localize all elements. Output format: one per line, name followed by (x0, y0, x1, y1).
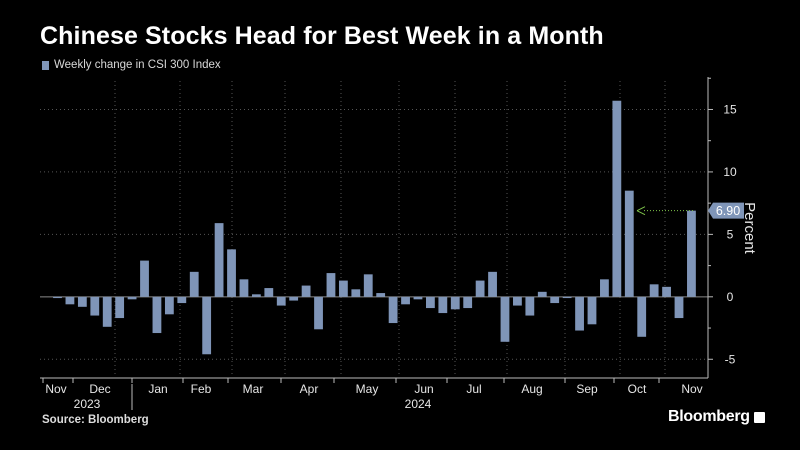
x-month-label: Jul (466, 382, 481, 396)
x-month-label: Sep (576, 382, 598, 396)
x-year-label: 2024 (405, 397, 432, 411)
bar (488, 271, 497, 297)
x-month-label: May (356, 382, 379, 396)
y-tick-label: 5 (727, 227, 734, 241)
bar (214, 223, 224, 297)
legend-label: Weekly change in CSI 300 Index (54, 59, 221, 71)
x-month-label: Nov (681, 382, 702, 396)
bar (587, 296, 597, 325)
bar (500, 296, 510, 342)
bar (513, 296, 522, 306)
y-tick-label: -5 (725, 352, 736, 366)
x-month-label: Apr (300, 382, 319, 396)
bar (289, 296, 299, 301)
bar (413, 296, 423, 300)
chart-title: Chinese Stocks Head for Best Week in a M… (40, 22, 604, 50)
bar (450, 296, 460, 310)
bar (351, 289, 361, 297)
bar (537, 291, 547, 297)
bar (276, 296, 286, 306)
bar (575, 296, 584, 331)
bar (600, 279, 609, 297)
bar (624, 190, 634, 297)
bar (102, 296, 112, 327)
x-year-label: 2023 (74, 397, 101, 411)
x-month-label: Aug (521, 382, 542, 396)
bar (189, 271, 199, 297)
bloomberg-mark-icon (753, 411, 765, 423)
bar (637, 296, 647, 337)
bar (525, 296, 535, 316)
bar (649, 284, 659, 297)
bar (301, 285, 311, 297)
bar (77, 296, 87, 307)
bar (562, 296, 572, 299)
bloomberg-logo: Bloomberg (668, 408, 765, 426)
bar (438, 296, 448, 314)
bar (127, 296, 137, 300)
bar (463, 296, 473, 309)
x-month-label: Mar (243, 382, 264, 396)
x-month-label: Dec (89, 382, 110, 396)
y-tick-label: 15 (723, 102, 737, 116)
bloomberg-wordmark: Bloomberg (668, 408, 750, 425)
bar (202, 296, 212, 355)
annotation-arrowhead (636, 206, 646, 216)
x-month-label: Jun (414, 382, 433, 396)
bar (53, 296, 62, 299)
bar (687, 210, 696, 297)
bar (251, 294, 261, 297)
bar (388, 296, 398, 324)
y-tick-label: 0 (727, 290, 734, 304)
bar (674, 296, 684, 319)
x-month-label: Nov (45, 382, 66, 396)
bar (363, 274, 373, 297)
x-month-label: Jan (148, 382, 167, 396)
bar (314, 296, 323, 330)
source-note: Source: Bloomberg (42, 414, 149, 426)
bar (612, 100, 622, 297)
bar (115, 296, 125, 319)
x-month-label: Feb (191, 382, 212, 396)
bar (65, 296, 75, 305)
bar (264, 288, 274, 297)
bar (90, 296, 100, 316)
bar (662, 286, 671, 297)
x-month-label: Oct (628, 382, 647, 396)
bar (152, 296, 162, 334)
annotation-value-box (708, 202, 744, 219)
bar (376, 293, 386, 297)
bar (239, 279, 249, 297)
bar (550, 296, 560, 304)
y-tick-label: 10 (723, 165, 737, 179)
bar (338, 280, 348, 297)
bar (401, 296, 410, 305)
bar (164, 296, 174, 315)
bar (326, 273, 336, 297)
bar (140, 260, 149, 297)
bar (426, 296, 435, 309)
legend: Weekly change in CSI 300 Index (42, 59, 221, 71)
bar (227, 249, 236, 297)
annotation-value-label: 6.90 (716, 204, 740, 218)
y-axis-title: Percent (741, 202, 758, 255)
bar (177, 296, 187, 304)
legend-swatch (42, 60, 49, 70)
bar (475, 280, 485, 297)
